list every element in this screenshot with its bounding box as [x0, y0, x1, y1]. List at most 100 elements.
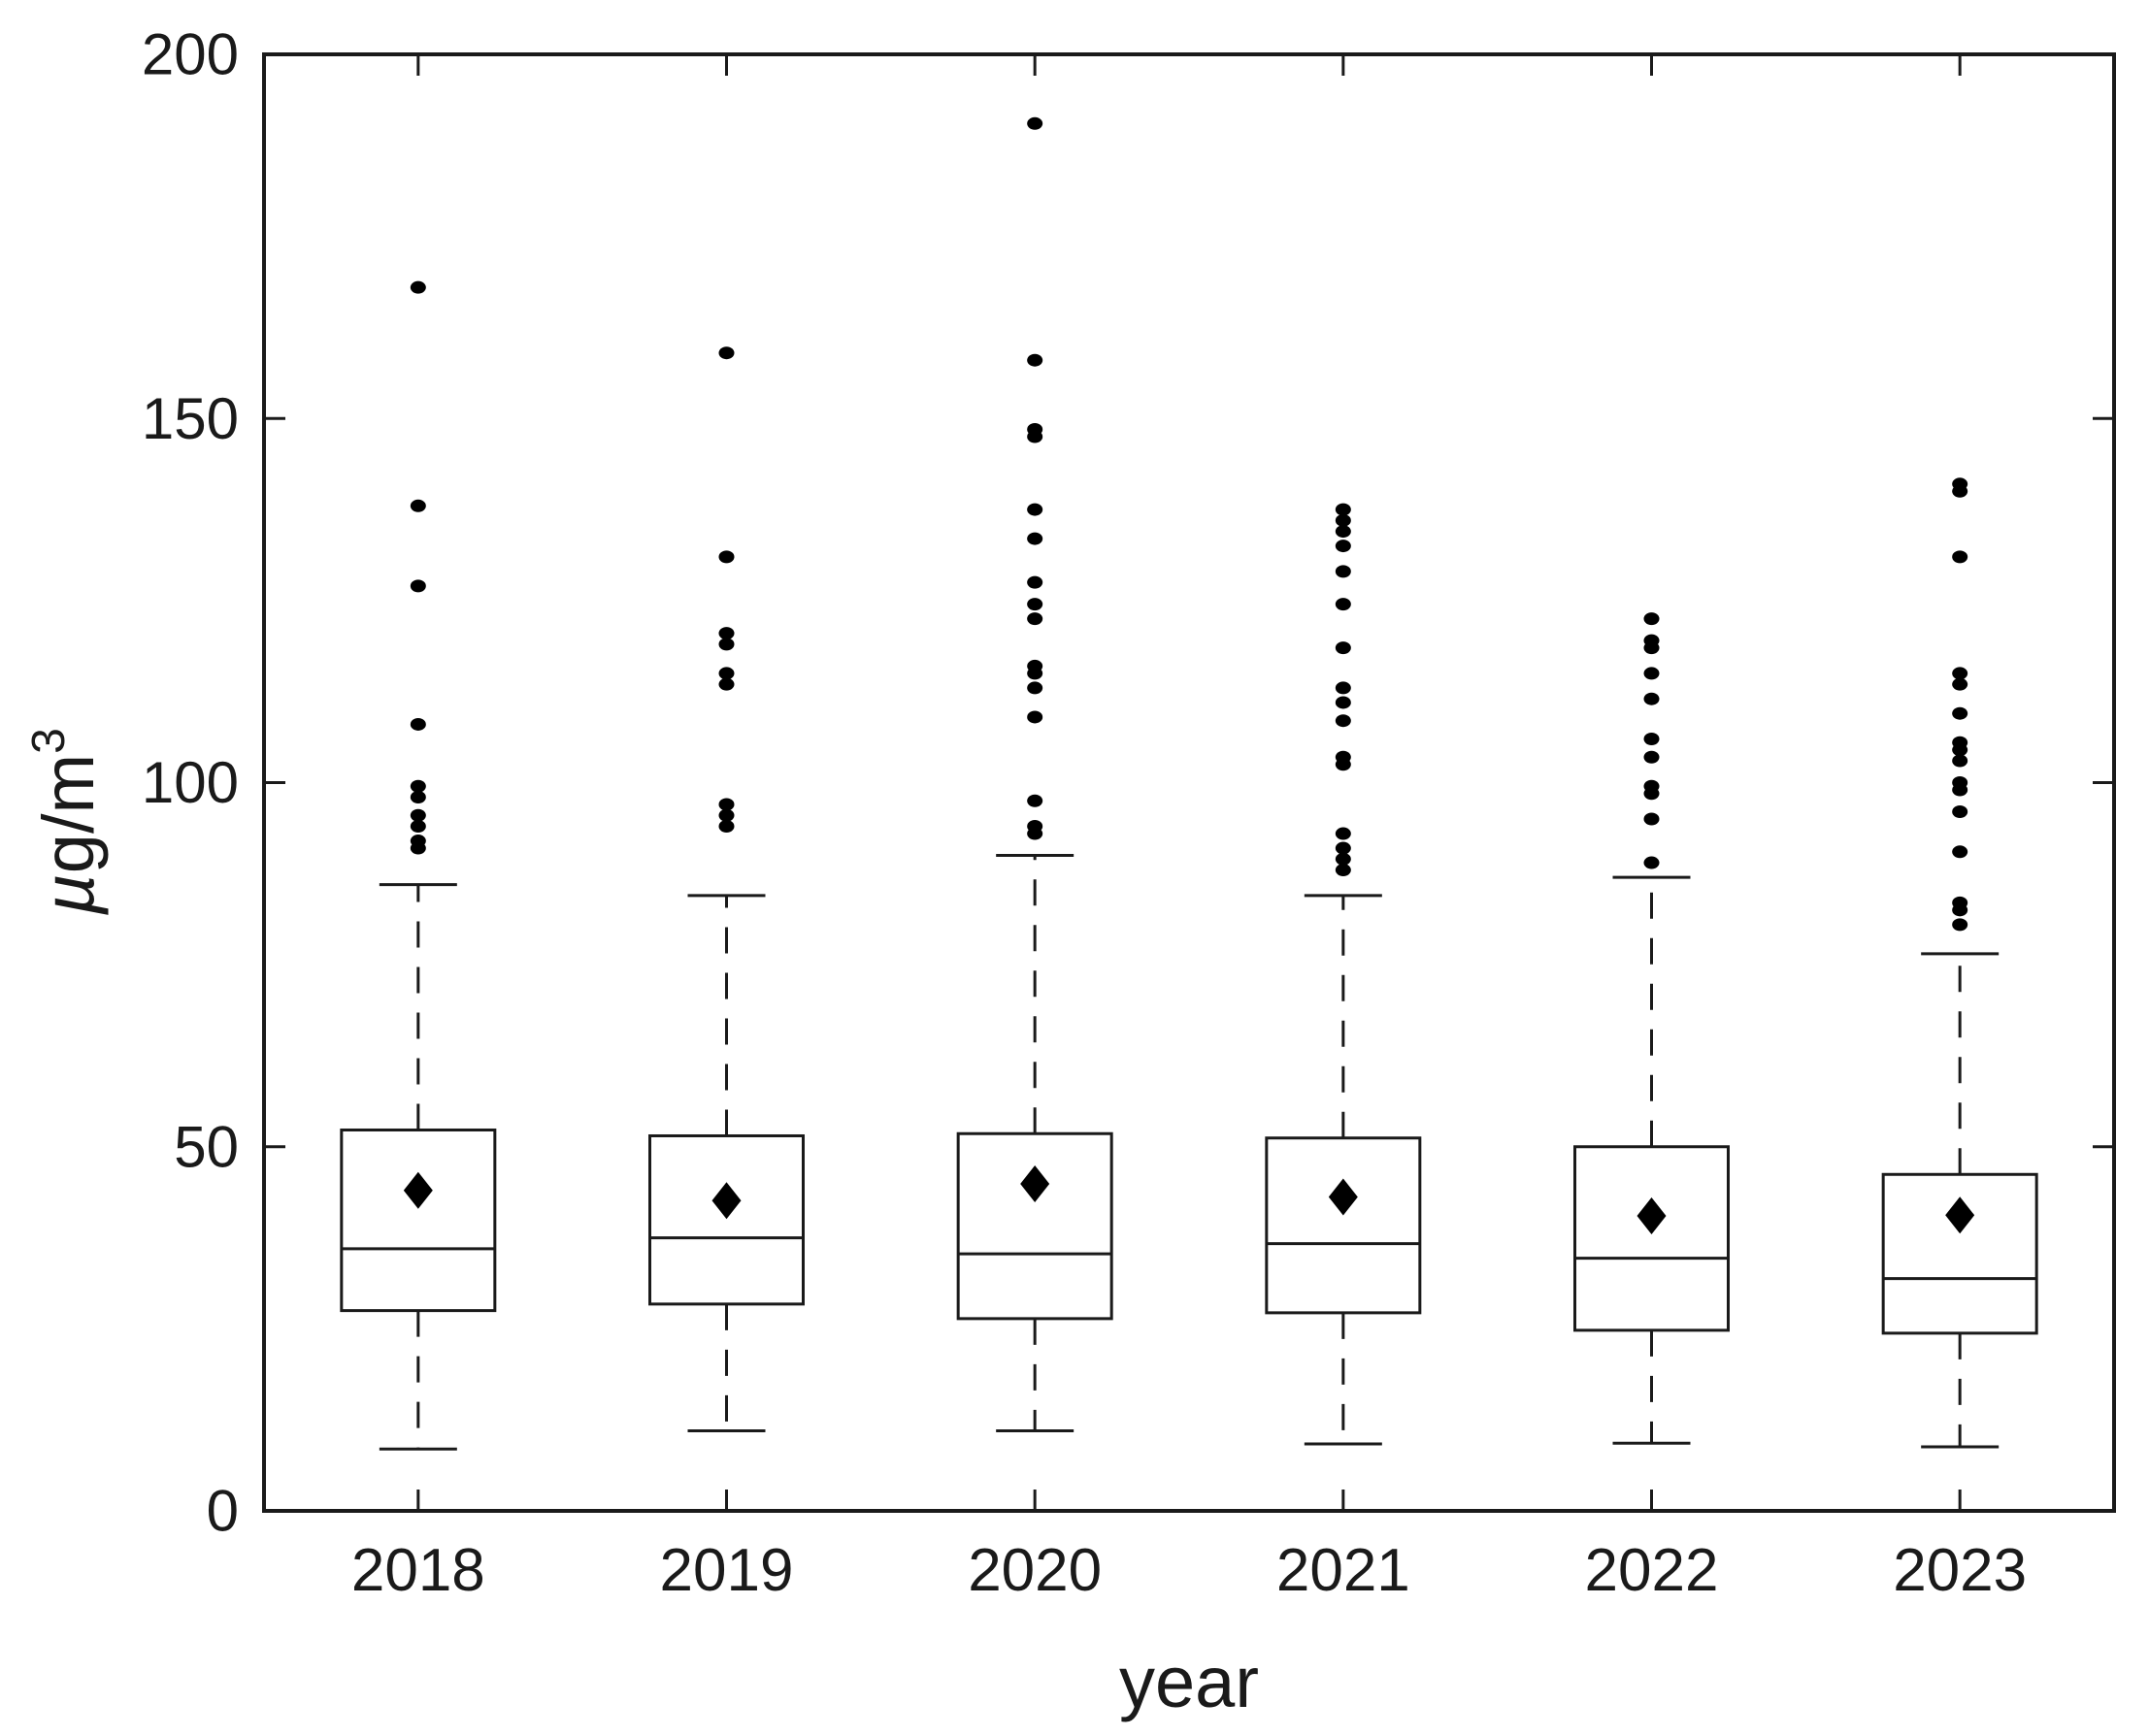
- outlier-dot: [1952, 754, 1968, 768]
- iqr-box: [1573, 1145, 1730, 1332]
- box-group-2023: [1881, 477, 2038, 1449]
- outlier-dot: [718, 346, 735, 360]
- mean-marker: [1637, 1197, 1667, 1235]
- outlier-dot: [1335, 681, 1351, 695]
- outlier-dot: [1643, 856, 1660, 869]
- box-group-2020: [956, 116, 1113, 1432]
- box-group-2018: [340, 280, 497, 1451]
- mean-marker: [403, 1171, 433, 1209]
- outlier-dot: [410, 499, 426, 512]
- box-group-2019: [648, 346, 805, 1432]
- outlier-dot: [1952, 706, 1968, 720]
- outlier-dot: [1952, 484, 1968, 498]
- outlier-dot: [1952, 918, 1968, 932]
- outlier-dot: [1027, 503, 1043, 516]
- iqr-box: [648, 1133, 805, 1306]
- x-tick-label: 2020: [968, 1537, 1102, 1604]
- box-group-2021: [1265, 503, 1422, 1446]
- outlier-dot: [718, 627, 735, 640]
- x-tick-label: 2019: [660, 1537, 794, 1604]
- x-tick-label: 2018: [351, 1537, 485, 1604]
- x-tick-label: 2022: [1585, 1537, 1719, 1604]
- outlier-dot: [1027, 532, 1043, 545]
- outlier-dot: [1335, 598, 1351, 611]
- y-tick-label: 50: [174, 1114, 239, 1179]
- iqr-box: [956, 1131, 1113, 1321]
- outlier-dot: [718, 550, 735, 564]
- outlier-dot: [1335, 852, 1351, 866]
- outlier-dot: [1952, 845, 1968, 859]
- outlier-dot: [410, 717, 426, 731]
- outlier-dot: [1335, 525, 1351, 539]
- outlier-dot: [718, 638, 735, 651]
- outlier-dot: [1643, 732, 1660, 745]
- y-axis-title: µg/m3: [23, 728, 109, 916]
- outlier-dot: [718, 820, 735, 834]
- y-tick-label: 150: [142, 386, 239, 451]
- outlier-dot: [1335, 841, 1351, 855]
- mean-marker: [1945, 1196, 1975, 1234]
- outlier-dot: [1643, 667, 1660, 680]
- outlier-dot: [1952, 783, 1968, 797]
- outlier-dot: [410, 791, 426, 804]
- outlier-dot: [1335, 864, 1351, 877]
- outlier-dot: [1335, 696, 1351, 709]
- iqr-box: [1265, 1136, 1422, 1315]
- outlier-dot: [1027, 681, 1043, 695]
- outlier-dot: [1027, 710, 1043, 724]
- outlier-dot: [1335, 641, 1351, 655]
- outlier-dot: [1027, 116, 1043, 130]
- outlier-dot: [410, 579, 426, 593]
- y-tick-label: 100: [142, 750, 239, 815]
- outlier-dot: [1027, 430, 1043, 443]
- outlier-dot: [1643, 787, 1660, 801]
- iqr-box: [340, 1128, 497, 1313]
- outlier-dot: [1952, 903, 1968, 917]
- outlier-dot: [718, 798, 735, 811]
- outlier-dot: [410, 779, 426, 793]
- outlier-dot: [410, 841, 426, 855]
- outlier-dot: [410, 280, 426, 294]
- outlier-dot: [1643, 750, 1660, 764]
- outlier-dot: [410, 820, 426, 834]
- outlier-dot: [1335, 758, 1351, 771]
- outlier-dot: [1952, 677, 1968, 691]
- x-tick-label: 2021: [1276, 1537, 1410, 1604]
- outlier-dot: [410, 808, 426, 822]
- outlier-dot: [718, 667, 735, 680]
- outlier-dot: [1027, 353, 1043, 367]
- y-tick-label: 200: [142, 22, 239, 87]
- outlier-dot: [1952, 550, 1968, 564]
- outlier-dot: [1335, 827, 1351, 840]
- x-tick-label: 2023: [1893, 1537, 2027, 1604]
- outlier-dot: [718, 808, 735, 822]
- outlier-dot: [1027, 612, 1043, 626]
- outlier-dot: [1952, 743, 1968, 757]
- mean-marker: [1020, 1165, 1050, 1203]
- outlier-dot: [1335, 714, 1351, 728]
- y-tick-label: 0: [207, 1479, 239, 1544]
- x-axis-title: year: [1119, 1642, 1259, 1722]
- outlier-dot: [718, 677, 735, 691]
- mean-marker: [711, 1182, 742, 1220]
- outlier-dot: [1335, 540, 1351, 553]
- outlier-dot: [1335, 513, 1351, 527]
- outlier-dot: [1643, 641, 1660, 655]
- outlier-dot: [1027, 575, 1043, 589]
- outlier-dot: [1027, 794, 1043, 807]
- outlier-dot: [1952, 667, 1968, 680]
- outlier-dot: [1643, 612, 1660, 626]
- outlier-dot: [1027, 667, 1043, 680]
- outlier-dot: [1643, 812, 1660, 826]
- outlier-dot: [1335, 503, 1351, 516]
- outlier-dot: [1027, 827, 1043, 840]
- box-group-2022: [1573, 612, 1730, 1445]
- outlier-dot: [1335, 565, 1351, 578]
- mean-marker: [1328, 1178, 1358, 1216]
- outlier-dot: [1027, 598, 1043, 611]
- outlier-dot: [1952, 805, 1968, 819]
- outlier-dot: [1643, 692, 1660, 705]
